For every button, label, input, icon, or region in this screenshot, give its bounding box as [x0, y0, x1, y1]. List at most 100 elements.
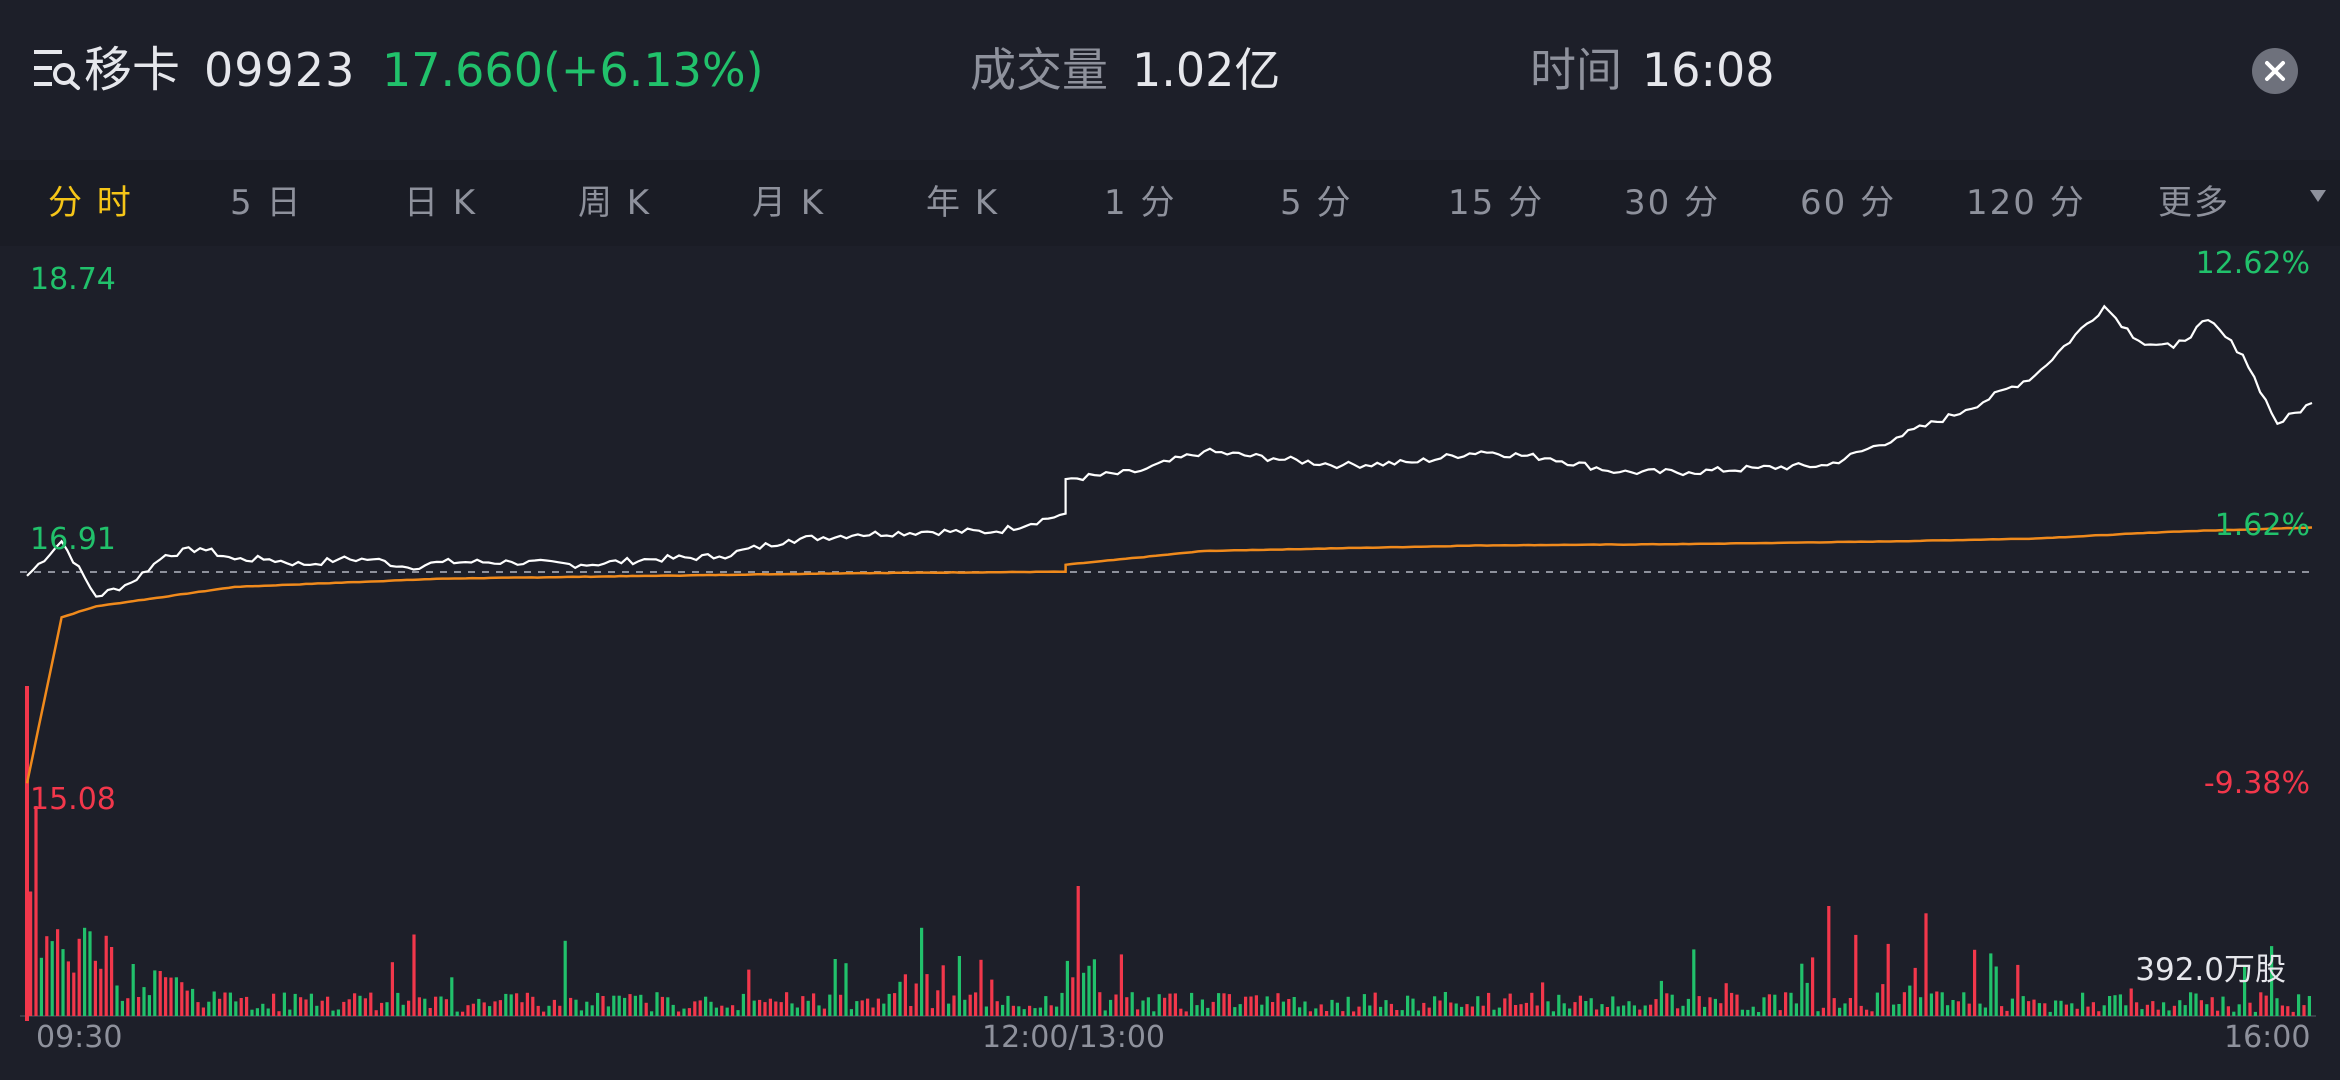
tab-yearly-k[interactable]: 年 K	[926, 183, 1000, 223]
chevron-down-icon[interactable]	[2310, 190, 2326, 202]
volume-bar	[1049, 1005, 1053, 1016]
volume-bar	[1551, 1011, 1555, 1016]
volume-bar	[77, 938, 81, 1016]
volume-bar	[266, 1008, 270, 1016]
volume-bar	[579, 1010, 583, 1016]
volume-bar	[1762, 997, 1766, 1016]
volume-bar	[2243, 966, 2247, 1016]
close-button[interactable]	[2252, 48, 2298, 94]
tab-15-min[interactable]: 15 分	[1448, 183, 1545, 223]
volume-bar	[2237, 1004, 2241, 1016]
volume-bar	[536, 1005, 540, 1016]
volume-bar	[909, 1006, 913, 1016]
volume-bar	[990, 979, 994, 1016]
price-axis-top: 18.74	[30, 262, 116, 297]
tab-5-day[interactable]: 5 日	[230, 183, 303, 223]
volume-bar	[1730, 992, 1734, 1016]
volume-bar	[666, 997, 670, 1016]
volume-bar	[1481, 1005, 1485, 1016]
tab-60-min[interactable]: 60 分	[1800, 183, 1897, 223]
tab-1-min[interactable]: 1 分	[1104, 183, 1177, 223]
volume-bar	[1595, 1009, 1599, 1016]
volume-bar	[1065, 960, 1069, 1016]
volume-bar	[2010, 998, 2014, 1016]
volume-bar	[493, 1001, 497, 1016]
volume-bar	[774, 1001, 778, 1016]
volume-bar	[488, 1006, 492, 1016]
volume-bar	[1978, 1003, 1982, 1016]
volume-bar	[1281, 1001, 1285, 1016]
volume-bar	[1578, 995, 1582, 1016]
tab-5-min[interactable]: 5 分	[1280, 183, 1353, 223]
volume-bar	[1757, 1012, 1761, 1016]
volume-bar	[272, 993, 276, 1016]
volume-bar	[1627, 1001, 1631, 1016]
volume-bar	[201, 1007, 205, 1016]
volume-bar	[2291, 1011, 2295, 1016]
volume-bar	[288, 1009, 292, 1016]
volume-bar	[169, 977, 173, 1016]
volume-bar	[1659, 980, 1663, 1016]
volume-bar	[558, 1005, 562, 1016]
volume-bar	[633, 995, 637, 1016]
volume-bar	[1821, 1007, 1825, 1016]
volume-bar	[822, 1008, 826, 1016]
volume-bar	[720, 1005, 724, 1016]
volume-bar	[957, 956, 961, 1016]
volume-bar	[1670, 994, 1674, 1016]
volume-bar	[83, 927, 87, 1016]
pct-axis-mid: 1.62%	[2214, 508, 2310, 543]
volume-bar	[725, 1007, 729, 1016]
menu-search-icon[interactable]	[32, 46, 82, 96]
volume-bar	[1044, 996, 1048, 1016]
volume-bar	[1211, 1001, 1215, 1016]
volume-bar	[1827, 906, 1831, 1016]
volume-bar	[1508, 993, 1512, 1016]
volume-bar	[2226, 1006, 2230, 1016]
volume-bar	[1924, 913, 1928, 1016]
volume-bar	[2113, 995, 2117, 1016]
tab-monthly-k[interactable]: 月 K	[752, 183, 826, 223]
volume-bar	[1697, 996, 1701, 1016]
volume-bar	[2286, 1006, 2290, 1016]
volume-bar	[801, 996, 805, 1016]
volume-bar	[1449, 1002, 1453, 1016]
tab-daily-k[interactable]: 日 K	[404, 183, 478, 223]
volume-bar	[704, 996, 708, 1016]
volume-bar	[1292, 997, 1296, 1016]
volume-bar	[606, 1006, 610, 1016]
volume-bar	[401, 1004, 405, 1016]
volume-bar	[412, 934, 416, 1016]
volume-bar	[1233, 1007, 1237, 1016]
volume-bar	[1416, 1010, 1420, 1016]
volume-bar	[1816, 1011, 1820, 1016]
volume-bar	[547, 1005, 551, 1016]
volume-bar	[396, 992, 400, 1016]
tab-30-min[interactable]: 30 分	[1624, 183, 1721, 223]
volume-bar	[563, 940, 567, 1016]
volume-bar	[1001, 1004, 1005, 1016]
volume-bar	[682, 1008, 686, 1016]
volume-bar	[1686, 998, 1690, 1016]
volume-bar	[2275, 998, 2279, 1016]
volume-bar	[471, 1003, 475, 1016]
volume-bar	[1038, 1007, 1042, 1016]
volume-bar	[1897, 1004, 1901, 1016]
intraday-chart[interactable]: 18.74 16.91 15.08 12.62% 1.62% -9.38% 39…	[0, 246, 2340, 1080]
tab-120-min[interactable]: 120 分	[1966, 183, 2086, 223]
volume-bar	[353, 993, 357, 1016]
volume-bar	[428, 1008, 432, 1016]
volume-bar	[423, 998, 427, 1016]
volume-bar	[1773, 994, 1777, 1016]
volume-bar	[477, 998, 481, 1016]
volume-bar	[2059, 1000, 2063, 1016]
volume-bar	[1087, 965, 1091, 1016]
tab-more[interactable]: 更多	[2158, 183, 2230, 223]
tab-intraday[interactable]: 分 时	[48, 183, 133, 223]
volume-bar	[2086, 1006, 2090, 1016]
volume-bar	[736, 1010, 740, 1016]
tab-weekly-k[interactable]: 周 K	[578, 183, 652, 223]
volume-bar	[164, 977, 168, 1016]
volume-bar	[1616, 1006, 1620, 1016]
